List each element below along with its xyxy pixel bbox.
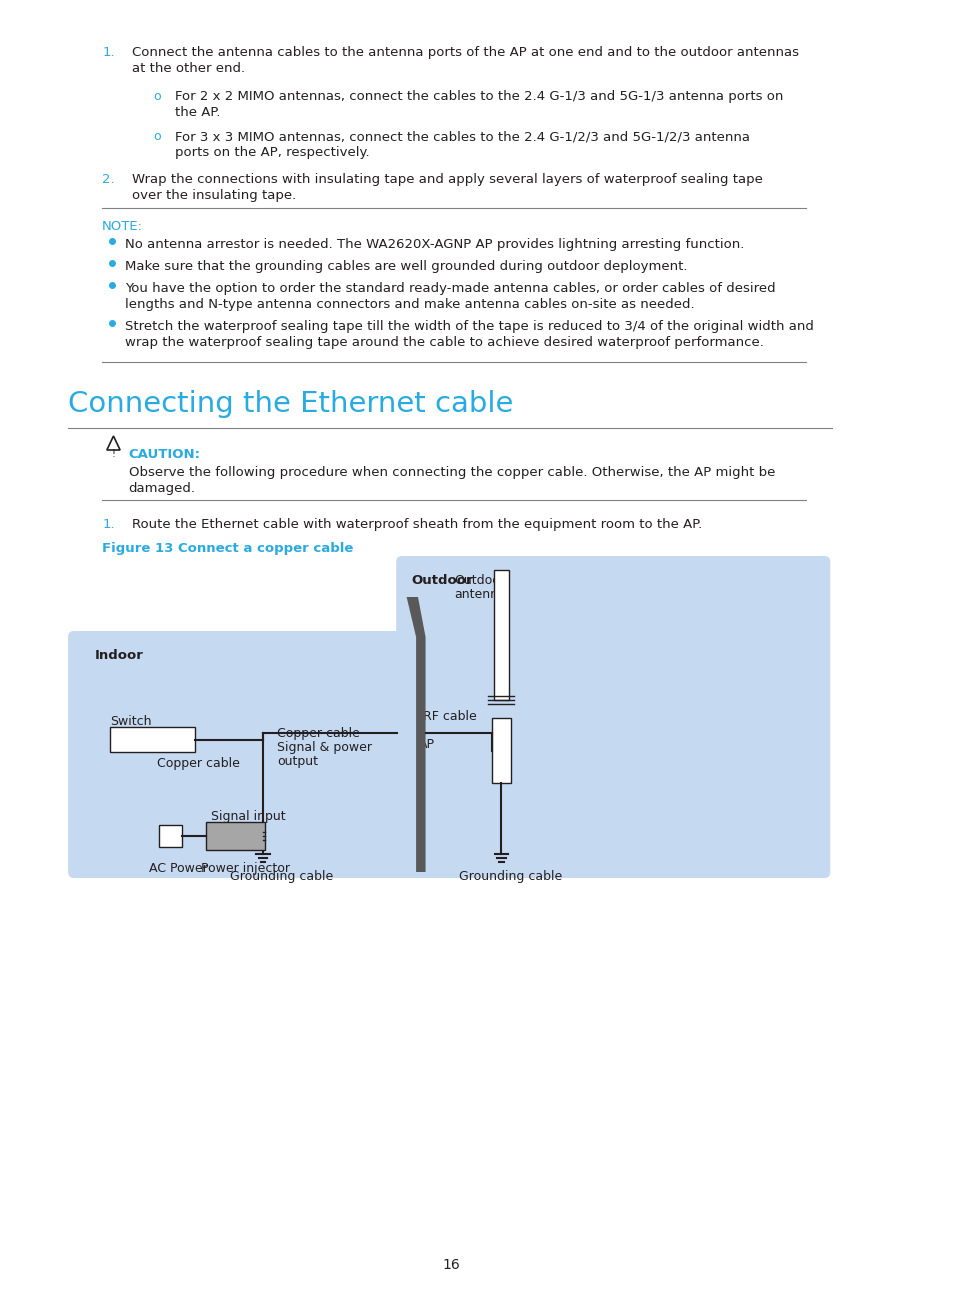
Text: For 2 x 2 MIMO antennas, connect the cables to the 2.4 G-1/3 and 5G-1/3 antenna : For 2 x 2 MIMO antennas, connect the cab…: [174, 89, 782, 102]
Text: ports on the AP, respectively.: ports on the AP, respectively.: [174, 146, 369, 159]
Text: Outdoor: Outdoor: [454, 574, 504, 587]
Text: Figure 13 Connect a copper cable: Figure 13 Connect a copper cable: [102, 542, 354, 555]
Text: 1.: 1.: [102, 45, 114, 60]
Text: Power injector: Power injector: [201, 862, 290, 875]
Text: 16: 16: [442, 1258, 459, 1271]
FancyBboxPatch shape: [395, 556, 829, 877]
Text: o: o: [153, 89, 161, 102]
Text: CAUTION:: CAUTION:: [129, 448, 200, 461]
Text: You have the option to order the standard ready-made antenna cables, or order ca: You have the option to order the standar…: [125, 283, 775, 295]
Bar: [491, 718, 510, 783]
Text: 1.: 1.: [102, 518, 114, 531]
Text: output: output: [276, 756, 317, 769]
Text: damaged.: damaged.: [129, 482, 195, 495]
Text: Route the Ethernet cable with waterproof sheath from the equipment room to the A: Route the Ethernet cable with waterproof…: [132, 518, 702, 531]
Bar: [493, 570, 508, 700]
Text: wrap the waterproof sealing tape around the cable to achieve desired waterproof : wrap the waterproof sealing tape around …: [125, 336, 763, 349]
Text: lengths and N-type antenna connectors and make antenna cables on-site as needed.: lengths and N-type antenna connectors an…: [125, 298, 694, 311]
Text: Wrap the connections with insulating tape and apply several layers of waterproof: Wrap the connections with insulating tap…: [132, 172, 762, 187]
Text: For 3 x 3 MIMO antennas, connect the cables to the 2.4 G-1/2/3 and 5G-1/2/3 ante: For 3 x 3 MIMO antennas, connect the cab…: [174, 130, 749, 143]
Text: Make sure that the grounding cables are well grounded during outdoor deployment.: Make sure that the grounding cables are …: [125, 260, 686, 273]
Text: antenna: antenna: [454, 588, 505, 601]
Text: Outdoor: Outdoor: [411, 574, 473, 587]
Text: Signal input: Signal input: [211, 810, 285, 823]
Text: RF cable: RF cable: [422, 710, 476, 723]
Text: the AP.: the AP.: [174, 106, 220, 119]
Text: Copper cable: Copper cable: [157, 757, 239, 770]
Text: No antenna arrestor is needed. The WA2620X-AGNP AP provides lightning arresting : No antenna arrestor is needed. The WA262…: [125, 238, 743, 251]
Polygon shape: [396, 597, 425, 872]
Text: !: !: [111, 448, 115, 459]
Text: AC Power: AC Power: [150, 862, 208, 875]
Text: AP: AP: [418, 737, 435, 750]
Text: Connect the antenna cables to the antenna ports of the AP at one end and to the : Connect the antenna cables to the antenn…: [132, 45, 799, 60]
Text: at the other end.: at the other end.: [132, 62, 245, 75]
Text: Copper cable: Copper cable: [276, 727, 359, 740]
Text: o: o: [153, 130, 161, 143]
Bar: [159, 826, 181, 848]
Text: NOTE:: NOTE:: [102, 220, 143, 233]
Text: Grounding cable: Grounding cable: [230, 870, 333, 883]
Text: Grounding cable: Grounding cable: [458, 870, 561, 883]
Bar: [110, 727, 194, 752]
Text: Stretch the waterproof sealing tape till the width of the tape is reduced to 3/4: Stretch the waterproof sealing tape till…: [125, 320, 813, 333]
Text: 2.: 2.: [102, 172, 114, 187]
Bar: [206, 822, 265, 850]
Text: Switch: Switch: [110, 715, 151, 728]
Text: over the insulating tape.: over the insulating tape.: [132, 189, 296, 202]
Text: Indoor: Indoor: [94, 649, 143, 662]
Text: Connecting the Ethernet cable: Connecting the Ethernet cable: [68, 390, 513, 419]
Text: Observe the following procedure when connecting the copper cable. Otherwise, the: Observe the following procedure when con…: [129, 467, 774, 480]
Text: Signal & power: Signal & power: [276, 741, 372, 754]
FancyBboxPatch shape: [68, 631, 407, 877]
